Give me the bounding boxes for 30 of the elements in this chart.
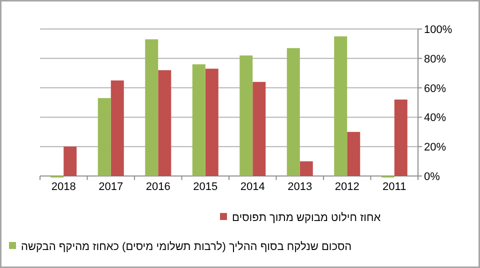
y-tick-label: 100%	[424, 24, 452, 36]
bar	[64, 146, 77, 176]
y-tick-label: 60%	[424, 82, 446, 95]
bar	[334, 36, 348, 176]
legend-label: אחוז חילוט מבוקש מתוך תפוסים	[232, 212, 381, 224]
x-tick-label: 2013	[288, 181, 312, 193]
bar	[347, 132, 360, 176]
y-tick-label: 80%	[424, 53, 446, 66]
bar	[192, 64, 206, 176]
x-tick-label: 2017	[98, 181, 124, 193]
y-tick-label: 40%	[424, 112, 446, 124]
x-tick-label: 2015	[193, 181, 218, 193]
x-tick-label: 2016	[146, 181, 170, 193]
bar	[300, 161, 313, 176]
x-tick-label: 2014	[240, 181, 265, 193]
x-tick-label: 2018	[51, 181, 76, 193]
bar	[252, 82, 266, 176]
bar	[145, 39, 158, 176]
bar	[110, 80, 124, 176]
bar	[205, 68, 218, 176]
bar	[286, 48, 300, 176]
x-tick-label: 2012	[334, 181, 360, 193]
legend-label: הסכום שנלקח בסוף ההליך (לרבות תשלומי מיסים) כאחוז מהיקף הבקשה	[21, 241, 352, 253]
bar	[98, 98, 111, 176]
bar	[394, 100, 408, 176]
y-tick-label: 0%	[424, 171, 440, 183]
y-tick-label: 20%	[424, 142, 446, 154]
bar	[240, 55, 253, 176]
x-tick-label: 2011	[382, 181, 406, 193]
bar	[158, 70, 172, 176]
